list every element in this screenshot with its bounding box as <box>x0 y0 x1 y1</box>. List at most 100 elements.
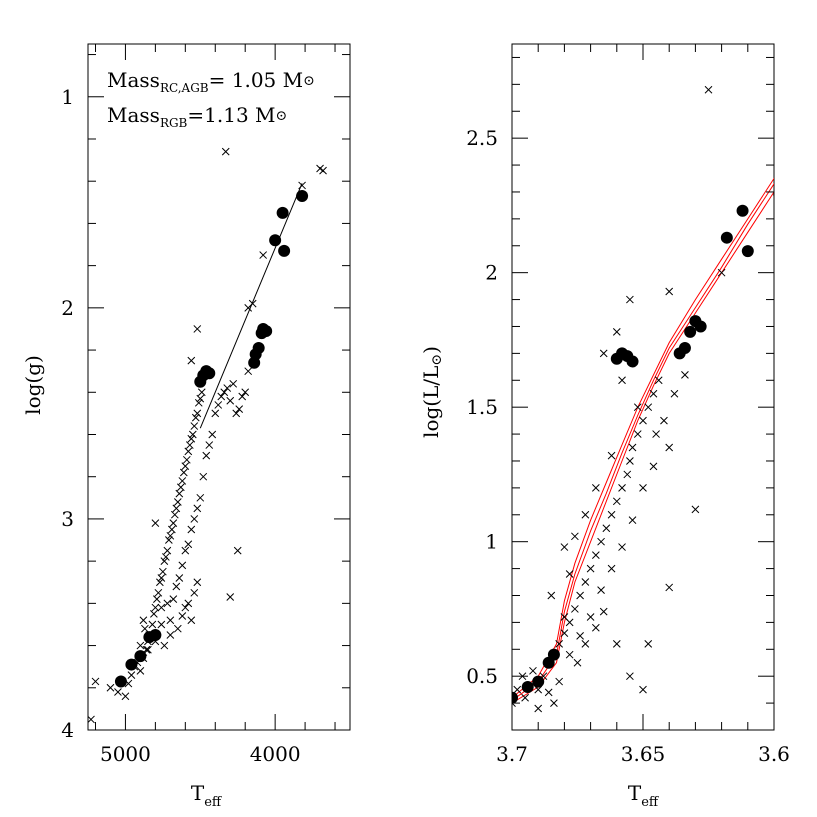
cross-marker <box>211 409 220 418</box>
cross-marker <box>197 388 206 397</box>
cross-marker <box>581 640 590 648</box>
cross-marker <box>190 588 199 597</box>
annotation-mass-rc-agb: MassRC,AGB= 1.05 M⊙ <box>107 68 315 95</box>
cross-marker <box>560 629 569 638</box>
cross-marker <box>181 603 190 612</box>
cross-marker <box>157 574 166 582</box>
right-tick-layer: 3.7 3.65 3.6 0.5 1 1.5 2 2.5 <box>466 44 790 766</box>
cross-marker <box>193 325 202 333</box>
cross-marker <box>576 591 584 600</box>
dot-marker <box>521 680 534 693</box>
cross-marker <box>156 578 164 587</box>
cross-marker <box>443 670 450 677</box>
y-tick-label: 0.5 <box>466 664 498 688</box>
cross-marker <box>160 557 169 565</box>
right-data-layer <box>443 85 774 717</box>
cross-marker <box>141 624 149 633</box>
cross-marker <box>184 447 193 456</box>
right-y-axis-label: log(L/L⊙) <box>419 346 445 438</box>
cross-marker <box>127 671 136 679</box>
dot-marker <box>134 650 147 663</box>
cross-marker <box>612 327 621 336</box>
cross-marker <box>586 613 595 621</box>
cross-marker <box>160 641 169 650</box>
right-x-axis-label: Teff <box>628 781 660 810</box>
cross-marker <box>503 694 510 701</box>
cross-marker <box>670 389 679 398</box>
left-y-axis-label: log(g) <box>21 355 45 415</box>
dot-marker <box>252 341 265 354</box>
cross-marker <box>188 430 197 439</box>
cross-marker <box>173 498 182 506</box>
cross-marker <box>626 672 634 681</box>
dot-marker <box>684 325 697 338</box>
cross-marker <box>199 472 208 481</box>
cross-marker <box>181 462 190 471</box>
cross-marker <box>571 605 579 613</box>
cross-marker <box>226 396 235 405</box>
cross-marker <box>495 710 502 717</box>
cross-marker <box>649 462 658 471</box>
cross-marker <box>628 443 637 452</box>
cross-marker <box>717 268 726 277</box>
x-tick-label: 3.7 <box>496 742 528 766</box>
cross-marker <box>196 493 205 502</box>
cross-marker <box>654 376 663 385</box>
cross-marker <box>163 599 172 608</box>
cross-marker <box>521 693 529 702</box>
cross-marker <box>217 392 226 401</box>
cross-marker <box>597 586 605 594</box>
cross-marker <box>106 683 115 692</box>
dot-marker <box>125 658 138 671</box>
cross-marker <box>176 483 185 492</box>
cross-marker <box>652 430 660 438</box>
cross-marker <box>233 546 242 555</box>
y-tick-label: 1 <box>485 530 498 554</box>
cross-marker <box>136 641 145 650</box>
cross-marker <box>597 537 605 546</box>
cross-marker <box>185 441 194 449</box>
cross-marker <box>175 574 184 582</box>
cross-marker <box>691 505 700 514</box>
cross-marker <box>178 561 187 570</box>
cross-marker <box>91 677 100 686</box>
y-tick-label: 4 <box>61 718 74 742</box>
dot-marker <box>694 320 707 333</box>
cross-marker <box>607 564 616 573</box>
cross-marker <box>581 578 590 586</box>
cross-marker <box>173 624 182 633</box>
cross-marker <box>208 430 217 439</box>
cross-marker <box>565 650 574 659</box>
cross-marker <box>704 85 713 94</box>
cross-marker <box>599 349 608 358</box>
cross-marker <box>591 484 600 492</box>
cross-marker <box>232 409 241 418</box>
cross-marker <box>238 392 247 401</box>
cross-marker <box>534 704 543 713</box>
dot-marker <box>114 675 127 688</box>
cross-marker <box>607 451 616 460</box>
dot-marker <box>269 234 282 247</box>
cross-marker <box>644 403 653 412</box>
y-tick-label: 1.5 <box>466 395 498 419</box>
y-tick-label: 2 <box>61 296 74 320</box>
cross-marker <box>248 299 257 308</box>
cross-marker <box>259 251 268 259</box>
cross-marker <box>170 510 179 519</box>
x-tick-label: 3.6 <box>758 742 790 766</box>
dot-marker <box>736 204 749 217</box>
y-tick-label: 2 <box>485 261 498 285</box>
cross-marker <box>544 688 553 697</box>
cross-marker <box>626 457 634 465</box>
annotation-mass-rgb: MassRGB=1.13 M⊙ <box>107 103 287 130</box>
cross-marker <box>565 570 574 578</box>
cross-marker <box>639 484 647 492</box>
cross-marker <box>618 376 626 385</box>
cross-marker <box>161 553 170 561</box>
y-tick-label: 3 <box>61 507 74 531</box>
cross-marker <box>169 519 178 527</box>
cross-marker <box>221 147 230 156</box>
cross-marker <box>181 546 190 555</box>
cross-marker <box>196 394 205 403</box>
